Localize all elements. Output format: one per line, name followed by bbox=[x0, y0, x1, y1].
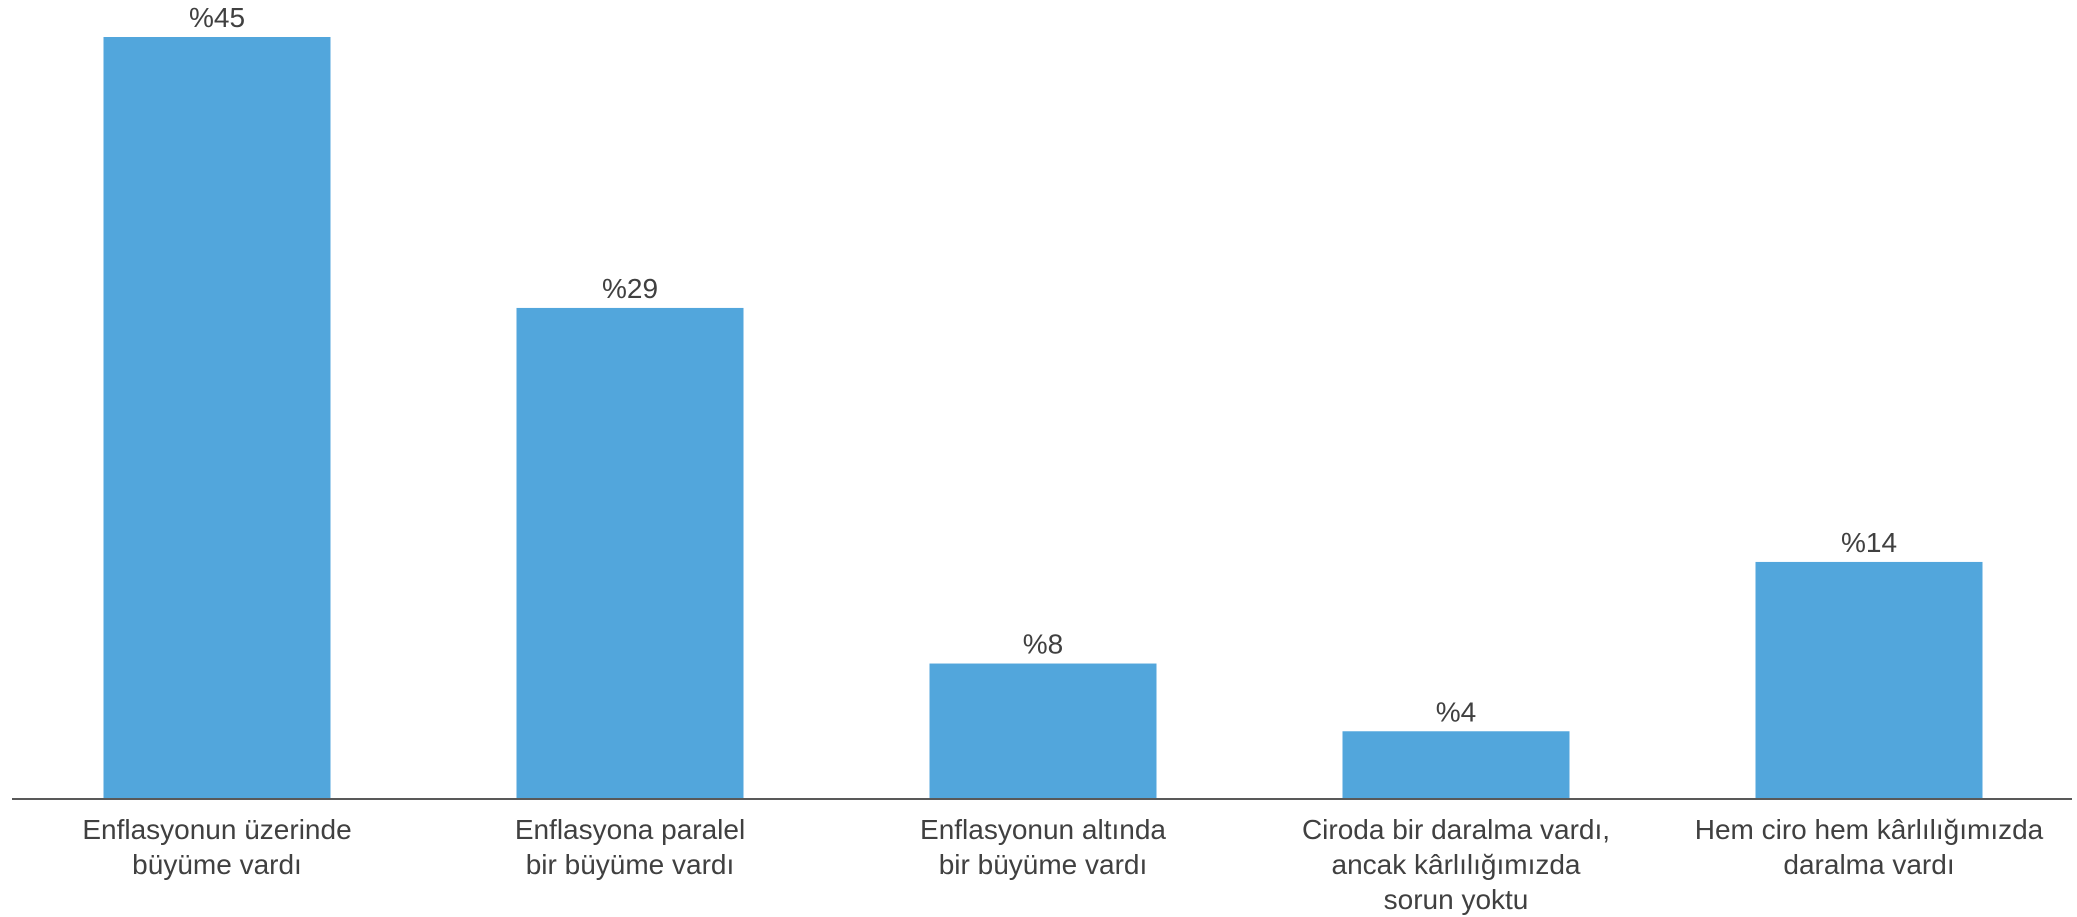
category-label-line: ancak kârlılığımızda bbox=[1332, 849, 1581, 880]
category-label-5: Hem ciro hem kârlılığımızda daralma vardı bbox=[1695, 814, 2044, 880]
category-label-3: Enflasyonun altında bir büyüme vardı bbox=[920, 814, 1166, 880]
category-label-line: Ciroda bir daralma vardı, bbox=[1302, 814, 1610, 845]
category-label-line: bir büyüme vardı bbox=[939, 849, 1148, 880]
data-label-5: %14 bbox=[1841, 527, 1897, 558]
data-label-2: %29 bbox=[602, 273, 658, 304]
category-label-1: Enflasyonun üzerinde büyüme vardı bbox=[82, 814, 351, 880]
category-label-2: Enflasyona paralel bir büyüme vardı bbox=[515, 814, 745, 880]
data-label-3: %8 bbox=[1023, 629, 1063, 660]
category-label-line: Hem ciro hem kârlılığımızda bbox=[1695, 814, 2044, 845]
category-label-line: büyüme vardı bbox=[132, 849, 302, 880]
category-label-4: Ciroda bir daralma vardı, ancak kârlılığı… bbox=[1302, 814, 1610, 915]
data-label-1: %45 bbox=[189, 2, 245, 33]
category-label-line: Enflasyonun altında bbox=[920, 814, 1166, 845]
category-label-line: sorun yoktu bbox=[1384, 884, 1529, 915]
value-labels: %45 %29 %8 %4 %14 bbox=[189, 2, 1897, 727]
category-label-line: Enflasyona paralel bbox=[515, 814, 745, 845]
bar-1 bbox=[103, 37, 331, 799]
category-label-line: bir büyüme vardı bbox=[526, 849, 735, 880]
bar-2 bbox=[516, 307, 744, 799]
bar-5 bbox=[1755, 561, 1983, 799]
bars bbox=[103, 37, 1983, 799]
bar-3 bbox=[929, 663, 1157, 799]
bar-4 bbox=[1342, 731, 1570, 799]
category-label-line: daralma vardı bbox=[1783, 849, 1954, 880]
category-labels: Enflasyonun üzerinde büyüme vardıEnflasyo… bbox=[82, 814, 2043, 915]
data-label-4: %4 bbox=[1436, 696, 1476, 727]
category-label-line: Enflasyonun üzerinde bbox=[82, 814, 351, 845]
